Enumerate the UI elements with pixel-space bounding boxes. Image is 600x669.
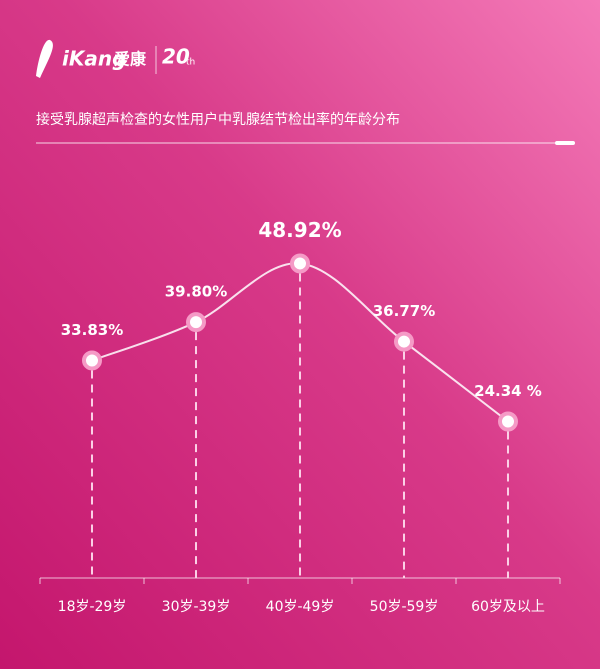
x-tick-label: 40岁-49岁 — [266, 599, 335, 615]
logo-anniversary-suffix: th — [186, 58, 195, 68]
title-rule-end — [555, 141, 575, 145]
point — [394, 331, 414, 352]
x-tick-label: 30岁-39岁 — [162, 599, 231, 615]
logo-brand-cn: 爱康 — [114, 50, 147, 69]
value-label: 33.83% — [61, 321, 123, 339]
value-label: 36.77% — [373, 302, 435, 320]
point — [290, 253, 310, 274]
x-tick-label: 50岁-59岁 — [370, 599, 439, 615]
value-label: 48.92% — [258, 218, 341, 242]
point — [498, 411, 518, 432]
value-label: 39.80% — [165, 283, 227, 301]
x-tick-label: 60岁及以上 — [471, 599, 545, 615]
logo-brand: iKang — [62, 47, 126, 71]
value-label: 24.34 % — [474, 382, 542, 400]
point — [186, 312, 206, 333]
logo-anniversary: 20 — [162, 45, 190, 69]
x-tick-label: 18岁-29岁 — [58, 599, 127, 615]
point — [82, 350, 102, 371]
logo-icon — [36, 39, 53, 78]
chart-title: 接受乳腺超声检查的女性用户中乳腺结节检出率的年龄分布 — [36, 111, 400, 128]
